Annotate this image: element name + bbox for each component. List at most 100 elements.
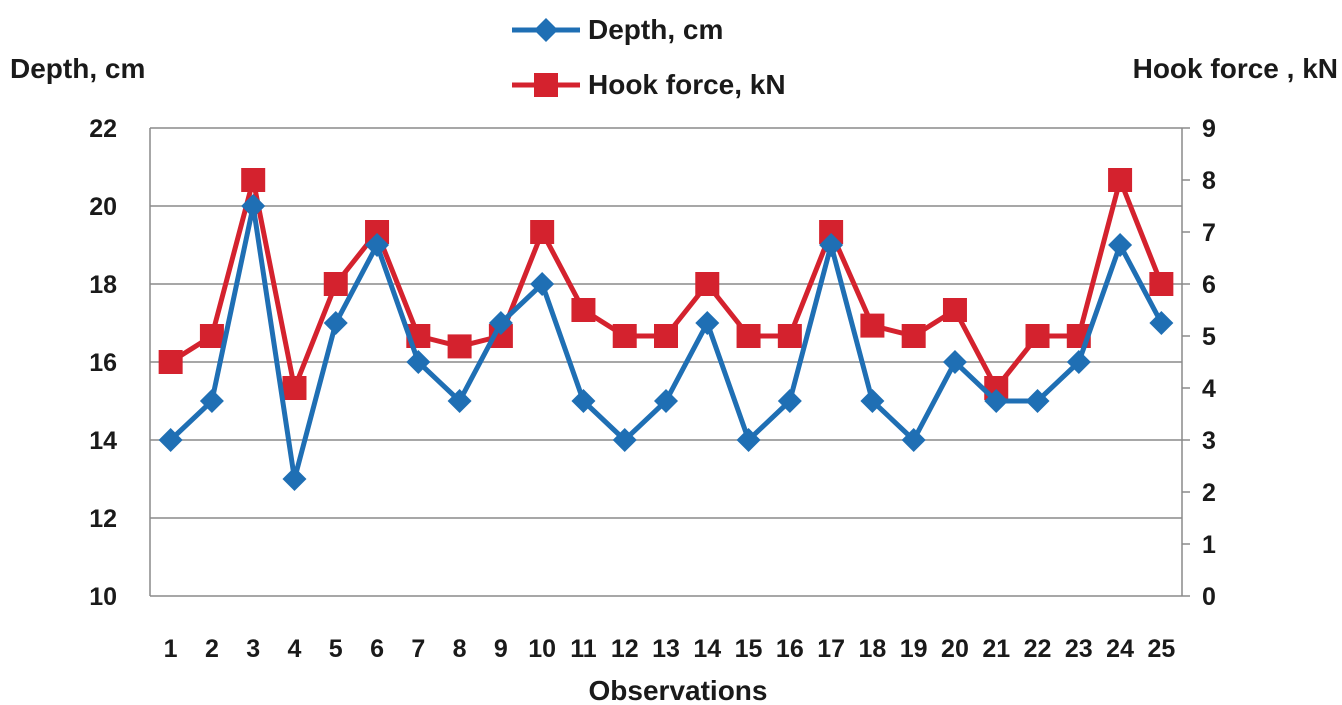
- left-tick-label: 22: [89, 115, 117, 143]
- x-tick-label: 16: [776, 635, 804, 663]
- legend-entry-hook-force: Hook force, kN: [512, 69, 786, 100]
- data-point-depth: [488, 311, 513, 335]
- x-axis-title: Observations: [589, 675, 768, 705]
- data-point-hook-force: [654, 324, 678, 348]
- right-axis-title: Hook force , kN: [1133, 53, 1338, 84]
- x-tick-label: 2: [205, 635, 219, 663]
- data-point-hook-force: [571, 298, 596, 322]
- data-point-depth: [736, 428, 761, 452]
- data-point-depth: [860, 389, 885, 413]
- data-point-hook-force: [199, 324, 224, 348]
- data-point-depth: [901, 428, 926, 452]
- data-point-depth: [1025, 389, 1050, 413]
- data-point-hook-force: [158, 350, 183, 374]
- data-point-depth: [695, 311, 720, 335]
- data-point-hook-force: [612, 324, 637, 348]
- x-tick-label: 3: [246, 635, 260, 663]
- left-tick-label: 20: [89, 193, 117, 221]
- data-point-hook-force: [736, 324, 761, 348]
- legend-marker-depth: [534, 18, 558, 42]
- data-point-hook-force: [942, 298, 967, 322]
- data-point-depth: [819, 233, 844, 257]
- data-point-depth: [323, 311, 348, 335]
- gridlines: [150, 127, 1182, 519]
- left-tick-label: 12: [89, 505, 117, 533]
- data-point-depth: [282, 467, 307, 491]
- legend: Depth, cm Hook force, kN: [512, 14, 786, 100]
- data-point-depth: [571, 389, 596, 413]
- data-point-depth: [365, 233, 390, 257]
- axes: [149, 127, 1190, 597]
- x-tick-label: 5: [329, 635, 343, 663]
- data-point-depth: [1149, 311, 1174, 335]
- data-point-depth: [406, 350, 431, 374]
- data-point-depth: [447, 389, 472, 413]
- x-tick-label: 9: [494, 635, 508, 663]
- x-tick-label: 11: [570, 635, 597, 663]
- right-tick-label: 9: [1202, 115, 1216, 143]
- data-point-depth: [1108, 233, 1133, 257]
- right-tick-label: 2: [1202, 479, 1216, 507]
- data-point-hook-force: [1025, 324, 1050, 348]
- data-point-depth: [158, 428, 183, 452]
- x-tick-label: 1: [164, 635, 178, 663]
- data-point-hook-force: [323, 272, 348, 296]
- x-tick-label: 10: [528, 635, 556, 663]
- legend-label-depth: Depth, cm: [588, 14, 723, 45]
- data-point-hook-force: [1149, 272, 1174, 296]
- data-point-depth: [984, 389, 1009, 413]
- x-tick-label: 18: [858, 635, 886, 663]
- data-point-depth: [1066, 350, 1091, 374]
- x-tick-label: 15: [735, 635, 763, 663]
- x-tick-label: 20: [941, 635, 969, 663]
- right-tick-label: 7: [1202, 219, 1216, 247]
- x-tick-label: 14: [693, 635, 721, 663]
- right-tick-label: 3: [1202, 427, 1216, 455]
- data-point-depth: [199, 389, 224, 413]
- legend-entry-depth: Depth, cm: [512, 14, 723, 45]
- x-tick-label: 7: [411, 635, 425, 663]
- x-tick-label: 25: [1147, 635, 1175, 663]
- x-tick-label: 21: [982, 635, 1010, 663]
- data-point-depth: [942, 350, 967, 374]
- data-point-hook-force: [695, 272, 720, 296]
- right-tick-label: 4: [1202, 375, 1216, 403]
- data-point-depth: [241, 194, 266, 218]
- right-tick-label: 6: [1202, 271, 1216, 299]
- right-tick-label: 8: [1202, 167, 1216, 195]
- x-tick-label: 13: [652, 635, 680, 663]
- left-tick-label: 16: [89, 349, 117, 377]
- data-point-hook-force: [447, 334, 472, 359]
- x-tick-label: 19: [900, 635, 928, 663]
- x-tick-label: 23: [1065, 635, 1093, 663]
- legend-label-hook-force: Hook force, kN: [588, 69, 786, 100]
- data-point-depth: [612, 428, 637, 452]
- left-tick-label: 14: [89, 427, 117, 455]
- x-tick-label: 24: [1106, 635, 1134, 663]
- data-point-depth: [530, 272, 555, 296]
- data-point-hook-force: [777, 324, 802, 348]
- right-tick-label: 1: [1202, 531, 1216, 559]
- legend-marker-hook-force: [534, 73, 558, 97]
- data-point-hook-force: [530, 220, 555, 244]
- left-axis-title: Depth, cm: [10, 53, 145, 84]
- left-tick-label: 10: [89, 583, 117, 611]
- data-point-depth: [654, 389, 678, 413]
- data-point-hook-force: [901, 324, 926, 348]
- series: [158, 168, 1174, 491]
- x-tick-label: 6: [370, 635, 384, 663]
- data-point-hook-force: [241, 168, 266, 192]
- x-tick-label: 22: [1024, 635, 1052, 663]
- left-tick-label: 18: [89, 271, 117, 299]
- data-point-hook-force: [1108, 168, 1133, 192]
- x-tick-label: 17: [817, 635, 845, 663]
- data-point-hook-force: [860, 313, 885, 338]
- right-tick-label: 0: [1202, 583, 1216, 611]
- right-tick-label: 5: [1202, 323, 1216, 351]
- x-tick-label: 4: [288, 635, 302, 663]
- x-tick-label: 12: [611, 635, 639, 663]
- data-point-depth: [777, 389, 802, 413]
- data-point-hook-force: [282, 376, 307, 400]
